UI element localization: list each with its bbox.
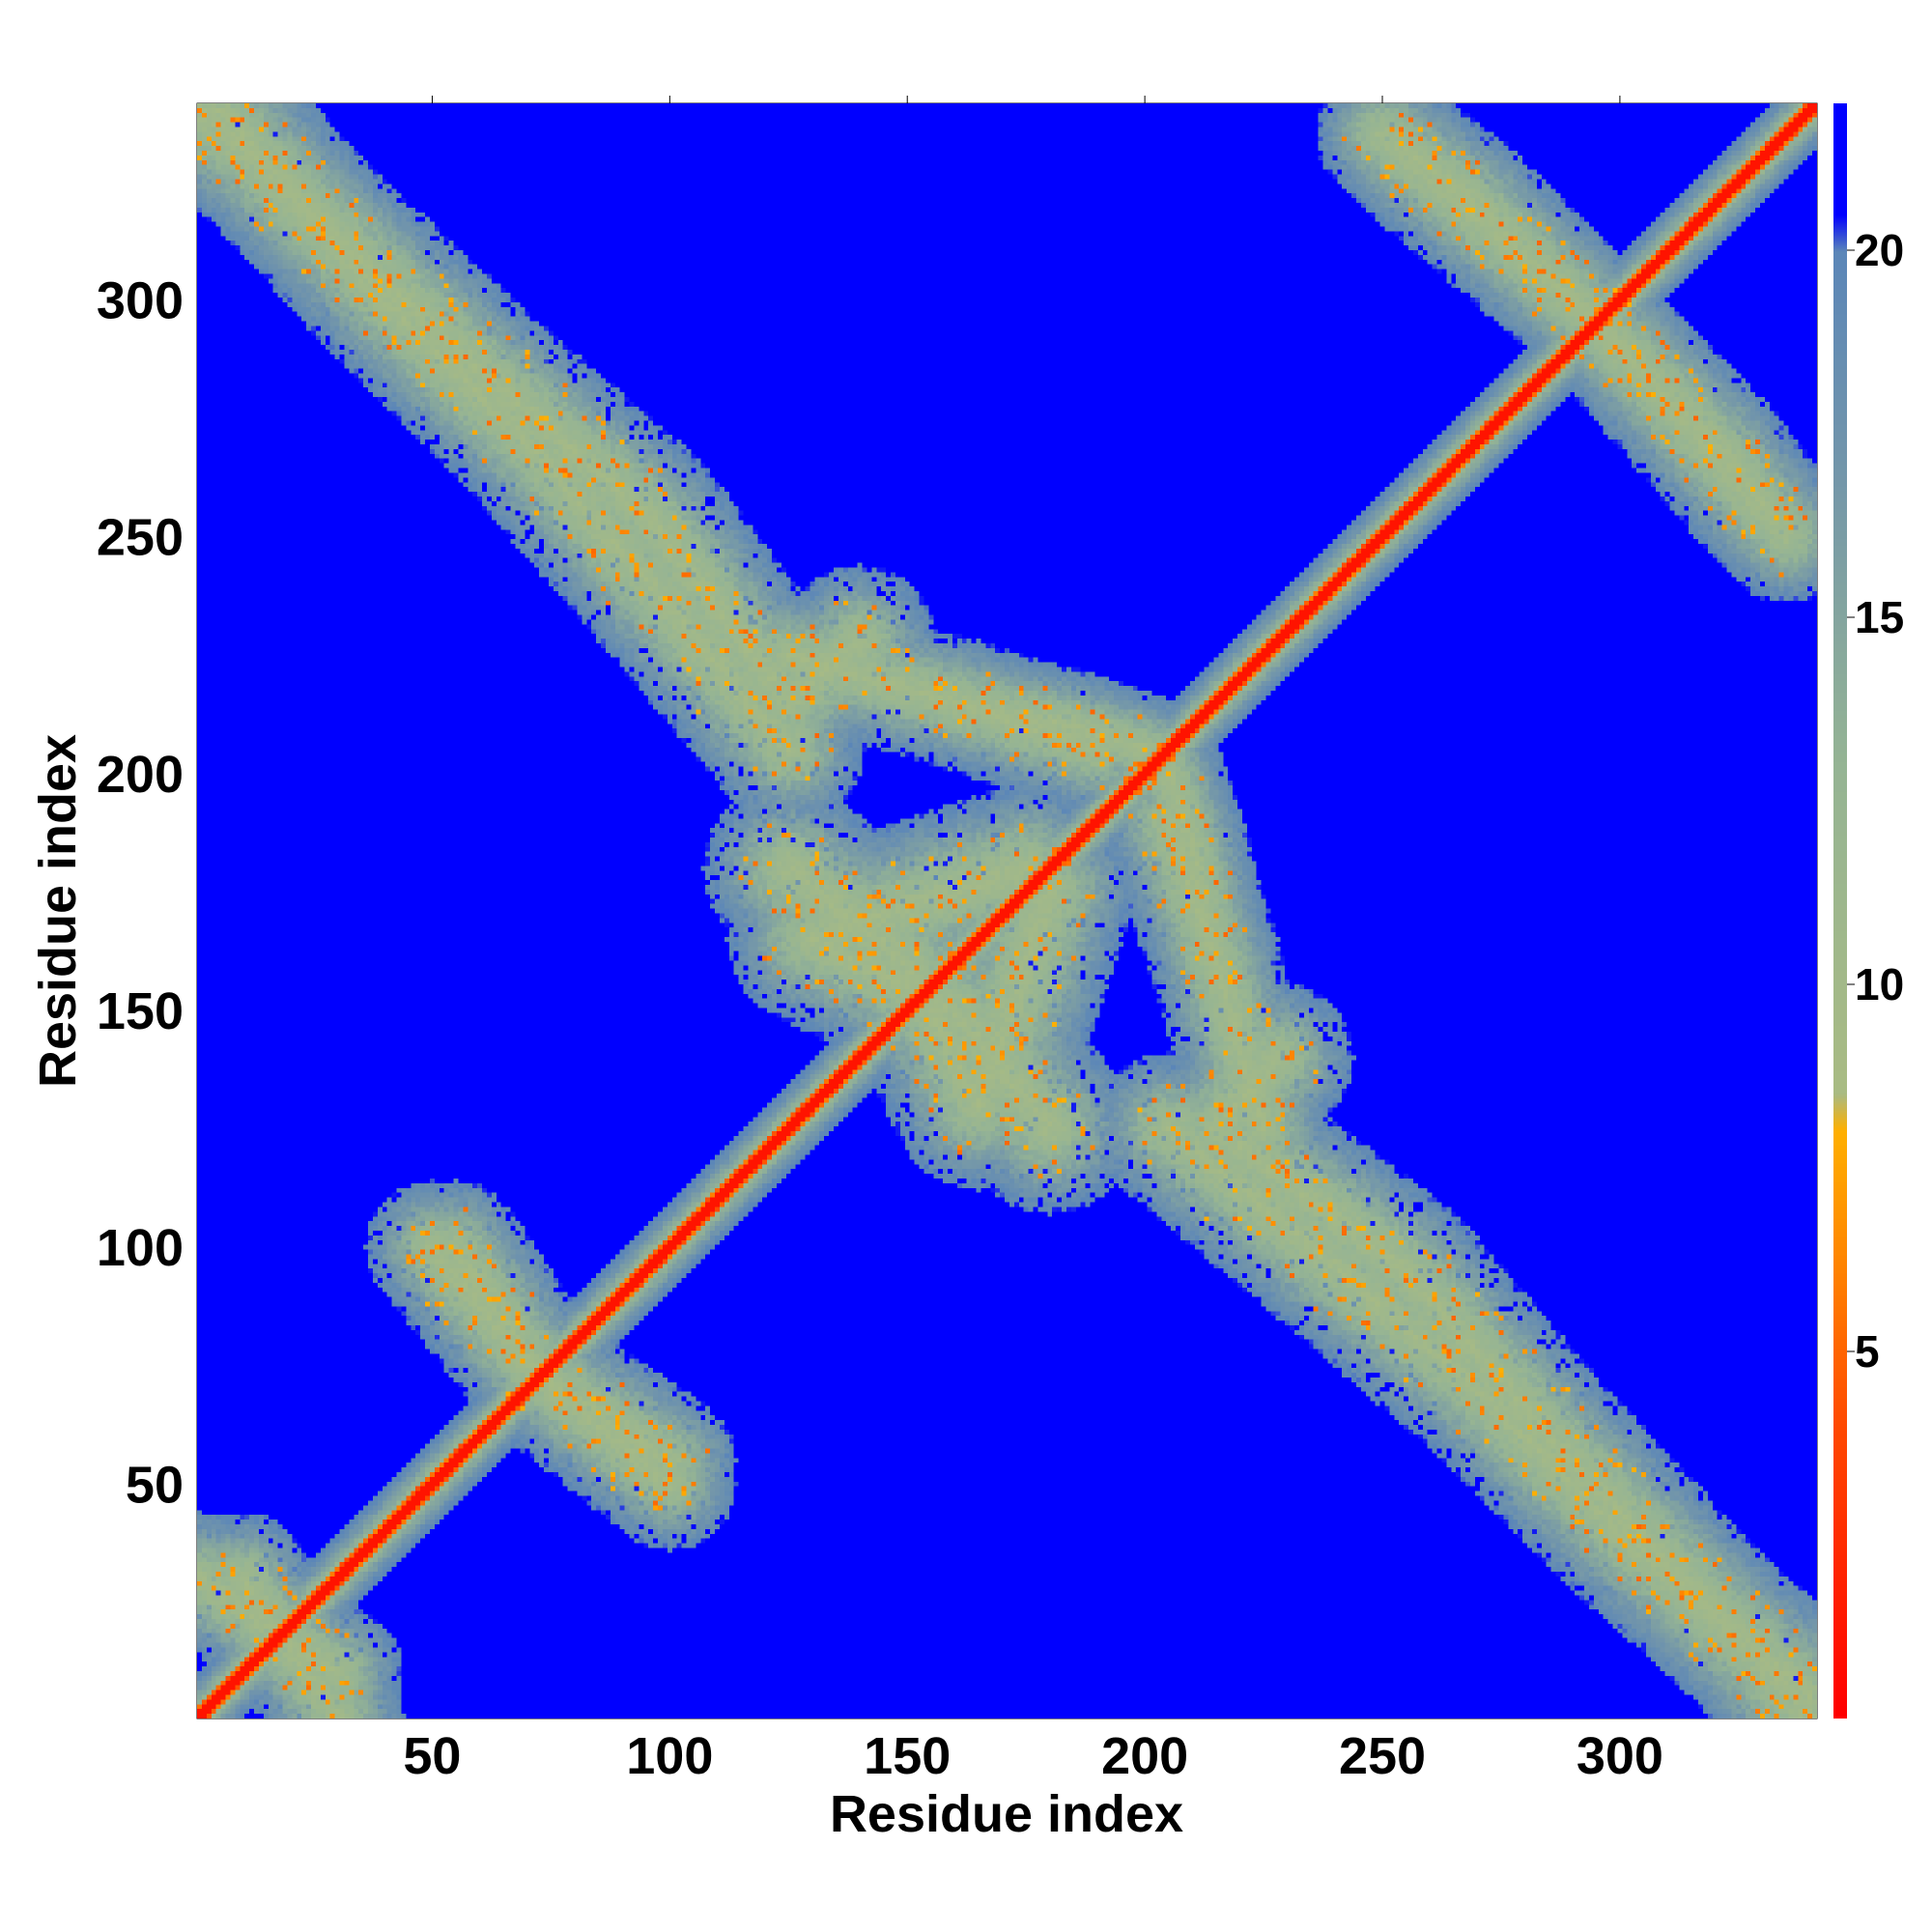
x-tick-label: 100 — [626, 1727, 713, 1785]
colorbar-tick-label: 5 — [1855, 1326, 1880, 1377]
colorbar-ticks: 5 10 15 20 — [1847, 225, 1904, 1377]
x-tick-label: 150 — [864, 1727, 951, 1785]
y-tick-label: 250 — [97, 509, 184, 567]
colorbar-tick-label: 10 — [1855, 959, 1904, 1009]
x-tick-label: 250 — [1339, 1727, 1426, 1785]
x-axis-ticks: 50 100 150 200 250 300 — [403, 96, 1663, 1785]
y-tick-label: 150 — [97, 982, 184, 1040]
x-tick-label: 300 — [1577, 1727, 1663, 1785]
colorbar-tick-label: 15 — [1855, 592, 1904, 642]
y-tick-label: 200 — [97, 746, 184, 804]
x-tick-label: 200 — [1101, 1727, 1188, 1785]
contact-map-heatmap — [197, 103, 1817, 1719]
y-tick-label: 300 — [97, 271, 184, 329]
colorbar — [1833, 103, 1847, 1719]
y-axis-label: Residue index — [29, 734, 87, 1088]
x-axis-label: Residue index — [830, 1785, 1183, 1843]
y-tick-label: 100 — [97, 1219, 184, 1277]
y-tick-label: 50 — [126, 1456, 184, 1514]
x-tick-label: 50 — [403, 1727, 461, 1785]
colorbar-tick-label: 20 — [1855, 225, 1904, 275]
y-axis-ticks: 50 100 150 200 250 300 — [97, 271, 207, 1514]
